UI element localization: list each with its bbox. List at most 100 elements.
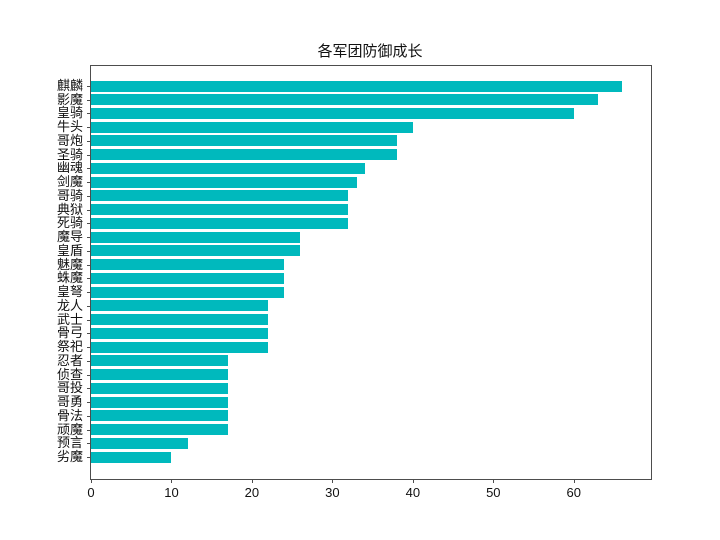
y-tick-label: 皇弩 [56,284,83,300]
y-tick-mark [87,195,91,197]
y-tick-mark [87,415,91,417]
bar [91,231,301,243]
x-tick-mark [171,479,173,483]
plot-area: 麒麟 影魔 皇骑 牛头 哥炮 圣骑 幽魂 剑魔 哥骑 典狱 死骑 魔导 皇盾 魅魔 蛛魔 皇弩 龙人 武士 骨弓 祭祀… [57,65,652,500]
y-tick-label: 忍者 [56,352,83,368]
y-tick-label: 皇骑 [56,105,83,121]
bar [91,410,228,422]
y-tick-mark [87,429,91,431]
y-tick-label: 剑魔 [56,174,83,190]
y-tick-label: 典狱 [56,201,83,217]
x-tick-label: 50 [486,485,501,500]
bar [91,176,357,188]
y-tick-label: 哥勇 [56,394,83,410]
y-tick-mark [87,237,91,239]
y-tick-label: 皇盾 [56,242,83,258]
y-tick-mark [87,264,91,266]
x-tick-mark [332,479,334,483]
y-tick-mark [87,223,91,225]
y-tick-label: 武士 [56,311,83,327]
bar [91,217,349,229]
x-tick-mark [91,479,92,483]
bar [91,80,623,92]
y-tick-label: 蛛魔 [56,270,83,286]
y-tick-mark [87,278,91,280]
y-tick-mark [87,209,91,211]
y-tick-mark [87,140,91,142]
bar [91,314,268,326]
y-tick-mark [87,347,91,349]
y-tick-label: 麒麟 [56,78,83,93]
bar [91,286,285,298]
bar [91,382,228,394]
x-tick-label: 20 [244,485,260,500]
y-tick-label: 牛头 [56,119,83,135]
x-tick-label: 10 [164,485,179,500]
y-tick-label: 骨法 [56,407,83,423]
y-tick-mark [87,443,91,445]
y-tick-label: 骨弓 [56,325,83,341]
y-tick-mark [87,113,91,115]
y-tick-mark [87,457,91,458]
bar [91,355,228,367]
y-tick-mark [87,99,91,101]
y-tick-label: 侦查 [56,366,83,382]
y-tick-mark [87,360,91,362]
bar [91,121,413,133]
y-tick-mark [87,86,91,87]
y-tick-label: 顽魔 [56,421,83,437]
y-tick-mark [87,182,91,184]
x-tick-mark [251,479,253,483]
bar [91,245,301,257]
y-tick-mark [87,319,91,321]
x-tick-label: 30 [325,485,340,500]
bar [91,327,268,339]
x-tick-mark [412,479,414,483]
bar [91,149,397,161]
bar [91,204,349,216]
y-tick-label: 祭祀 [56,339,83,355]
y-tick-mark [87,292,91,294]
bar [91,396,228,408]
y-tick-mark [87,402,91,404]
y-tick-mark [87,250,91,252]
x-tick-label: 0 [87,485,95,500]
y-tick-label: 劣魔 [56,449,83,464]
y-tick-label: 哥炮 [56,132,83,148]
y-tick-label: 圣骑 [56,146,83,162]
bar [91,437,188,449]
x-tick-mark [493,479,495,483]
y-tick-label: 预言 [56,435,83,451]
bar [91,135,397,147]
bar [91,424,228,436]
bar [91,300,268,312]
y-tick-label: 魅魔 [56,256,83,272]
x-tick-label: 40 [405,485,421,500]
y-tick-mark [87,388,91,390]
y-tick-label: 影魔 [56,91,83,107]
y-tick-mark [87,305,91,307]
bar [91,451,172,463]
bar [91,107,574,119]
y-tick-mark [87,154,91,156]
y-tick-label: 幽魂 [56,160,83,176]
y-tick-mark [87,127,91,129]
y-tick-label: 龙人 [56,297,83,313]
y-tick-label: 哥投 [56,380,83,396]
bar [91,341,268,353]
y-tick-label: 哥骑 [56,187,83,203]
y-tick-mark [87,374,91,376]
y-tick-mark [87,168,91,170]
y-tick-mark [87,333,91,335]
bar [91,369,228,381]
bar [91,162,365,174]
chart-title: 各军团防御成长 [317,43,423,60]
bar [91,272,285,284]
y-tick-label: 魔导 [56,229,83,245]
bar [91,94,598,106]
y-tick-label: 死骑 [56,215,83,231]
x-tick-label: 60 [566,485,581,500]
bar [91,259,285,271]
bar [91,190,349,202]
